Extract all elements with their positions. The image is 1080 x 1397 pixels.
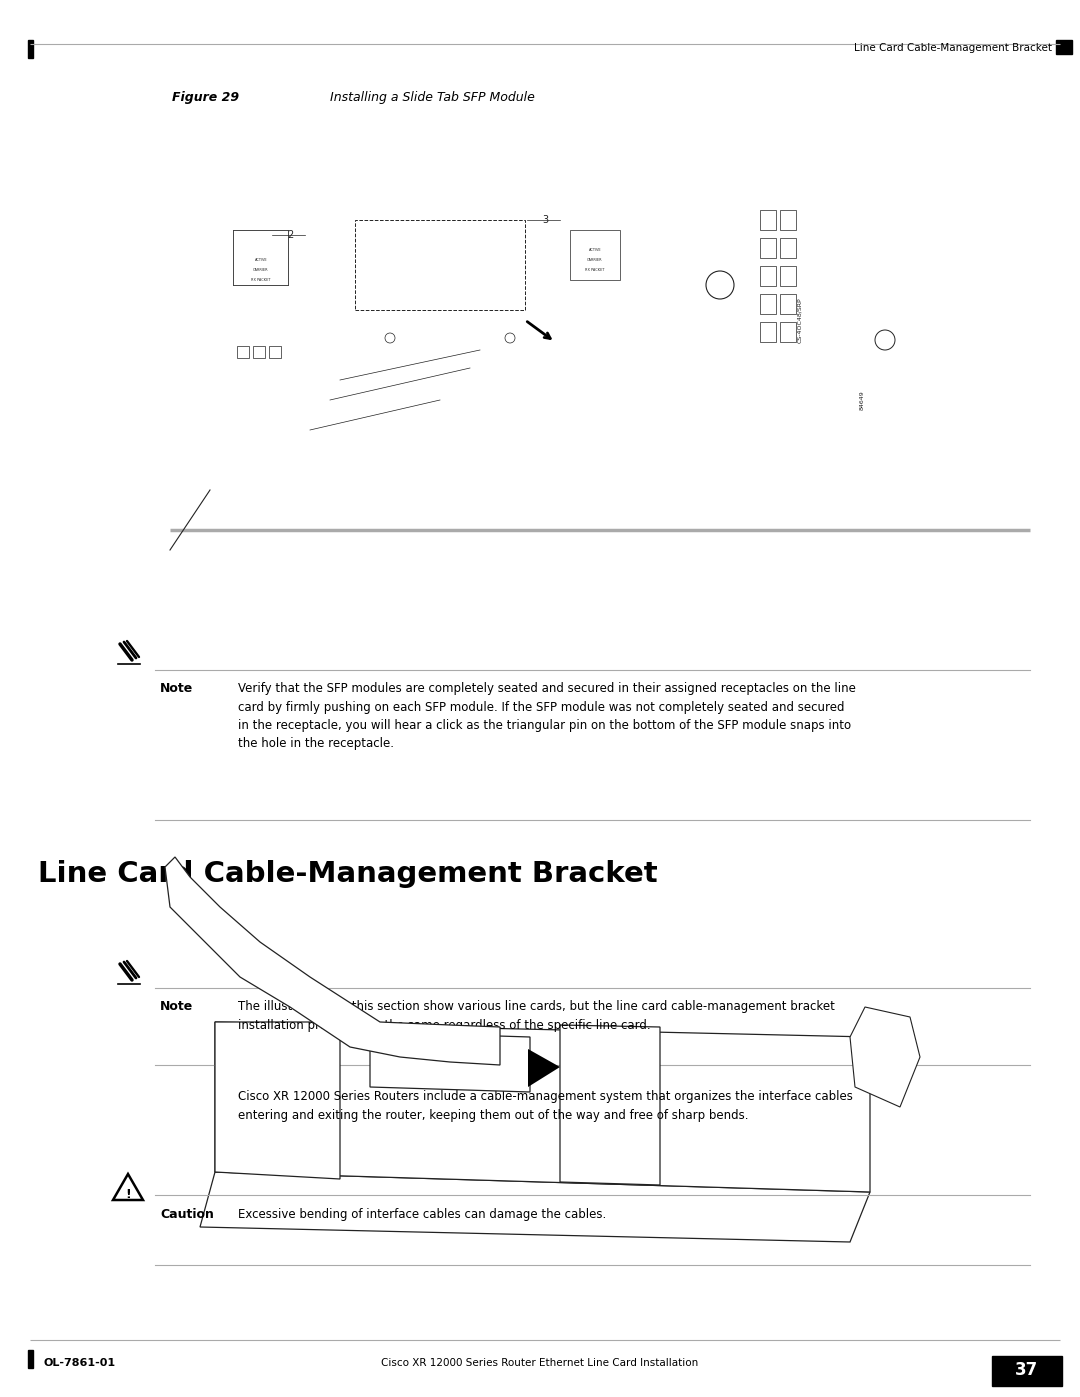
Text: The illustrations in this section show various line cards, but the line card cab: The illustrations in this section show v…: [238, 1000, 835, 1031]
Text: !: !: [125, 1187, 131, 1200]
Bar: [780, 237, 796, 258]
Text: 2: 2: [287, 231, 293, 240]
Bar: [780, 321, 796, 342]
Bar: [28, 41, 33, 59]
Text: Verify that the SFP modules are completely seated and secured in their assigned : Verify that the SFP modules are complete…: [238, 682, 855, 750]
Bar: [237, 346, 249, 358]
Bar: [760, 237, 777, 258]
Text: 3: 3: [542, 215, 548, 225]
Text: Figure 29: Figure 29: [172, 91, 239, 105]
Polygon shape: [200, 1172, 870, 1242]
Text: Note: Note: [160, 682, 193, 694]
Circle shape: [706, 271, 734, 299]
Polygon shape: [215, 1023, 870, 1192]
Bar: [233, 231, 288, 285]
Bar: [780, 210, 796, 231]
Text: Installing a Slide Tab SFP Module: Installing a Slide Tab SFP Module: [330, 91, 535, 105]
Bar: [253, 346, 265, 358]
Text: Cisco XR 12000 Series Routers include a cable-management system that organizes t: Cisco XR 12000 Series Routers include a …: [238, 1090, 853, 1122]
Bar: [760, 293, 777, 314]
Text: Note: Note: [160, 1000, 193, 1013]
Text: ACTIVE: ACTIVE: [589, 249, 602, 251]
Polygon shape: [113, 1173, 143, 1200]
Text: CS-4OC48/SRP: CS-4OC48/SRP: [797, 298, 802, 342]
Polygon shape: [561, 1025, 660, 1185]
Circle shape: [384, 332, 395, 344]
Text: RX PACKET: RX PACKET: [585, 268, 605, 272]
Bar: [760, 265, 777, 286]
Text: Line Card Cable-Management Bracket: Line Card Cable-Management Bracket: [854, 43, 1052, 53]
Bar: [780, 293, 796, 314]
Bar: [355, 219, 525, 310]
Text: CARRIER: CARRIER: [588, 258, 603, 263]
Text: RX PACKET: RX PACKET: [252, 278, 271, 282]
Bar: [993, 1356, 1062, 1386]
Text: Caution: Caution: [160, 1208, 214, 1221]
Bar: [760, 210, 777, 231]
Bar: [269, 346, 281, 358]
Text: Excessive bending of interface cables can damage the cables.: Excessive bending of interface cables ca…: [238, 1208, 606, 1221]
Bar: [233, 231, 288, 285]
Bar: [28, 1350, 33, 1368]
Circle shape: [875, 330, 895, 351]
Text: 84649: 84649: [860, 390, 864, 409]
Text: Cisco XR 12000 Series Router Ethernet Line Card Installation: Cisco XR 12000 Series Router Ethernet Li…: [381, 1358, 699, 1368]
Polygon shape: [215, 1023, 340, 1179]
Polygon shape: [850, 1007, 920, 1106]
Text: ACTIVE: ACTIVE: [255, 258, 268, 263]
Polygon shape: [528, 1049, 561, 1087]
Text: CARRIER: CARRIER: [253, 268, 269, 272]
Text: OL-7861-01: OL-7861-01: [44, 1358, 117, 1368]
Polygon shape: [165, 856, 500, 1065]
Bar: [1056, 41, 1072, 54]
Text: 37: 37: [1015, 1361, 1039, 1379]
Polygon shape: [370, 1032, 530, 1092]
Circle shape: [505, 332, 515, 344]
Bar: [760, 321, 777, 342]
Bar: [780, 265, 796, 286]
Bar: [570, 231, 620, 279]
Text: Line Card Cable-Management Bracket: Line Card Cable-Management Bracket: [38, 861, 658, 888]
Bar: [233, 231, 288, 285]
